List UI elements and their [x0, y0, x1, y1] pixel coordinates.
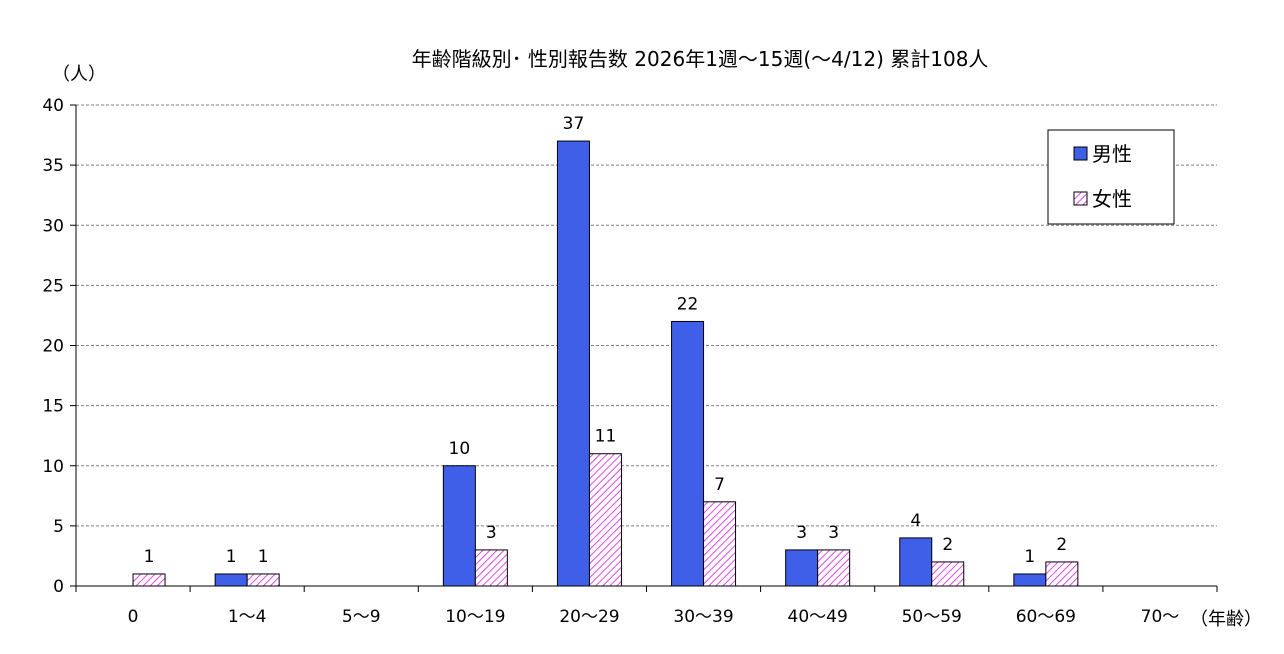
gridlines [76, 104, 1217, 527]
data-label: 22 [677, 294, 699, 314]
data-label: 1 [144, 547, 155, 567]
legend-box [1047, 129, 1175, 225]
x-tick-label: 10～19 [445, 607, 505, 627]
bar-male [556, 140, 590, 587]
data-label: 37 [563, 114, 585, 134]
data-label: 3 [486, 523, 497, 543]
bars [132, 140, 1079, 587]
legend-label: 女性 [1092, 187, 1132, 211]
bar-male [214, 573, 248, 587]
bar-male [1013, 573, 1047, 587]
x-axis-label: （年齢） [1190, 609, 1262, 630]
y-tick-label: 10 [42, 457, 64, 477]
x-tick-label: 1～4 [228, 607, 267, 627]
data-label: 3 [828, 523, 839, 543]
bar-male [899, 537, 933, 587]
y-tick-label: 25 [42, 276, 64, 296]
x-axis-ticks: 0 1～4 5～9 10～19 20～29 30～39 40～49 50～59 60～69 70～ [128, 607, 1180, 627]
data-label: 10 [449, 439, 471, 459]
x-tick-label: 60～69 [1016, 607, 1076, 627]
y-axis-label: （人） [52, 64, 106, 85]
bar-female [1045, 561, 1079, 587]
data-label: 1 [226, 547, 237, 567]
bar-male [785, 549, 819, 587]
y-tick-label: 20 [42, 337, 64, 357]
y-tick-label: 30 [42, 216, 64, 236]
y-tick-label: 35 [42, 156, 64, 176]
bar-female [703, 501, 737, 587]
y-tick-label: 15 [42, 397, 64, 417]
bar-female [588, 453, 622, 587]
axes [75, 105, 1218, 592]
bar-female [246, 573, 280, 587]
legend-label: 男性 [1092, 142, 1132, 166]
data-label: 1 [258, 547, 269, 567]
x-tick-label: 5～9 [342, 607, 381, 627]
data-label: 4 [910, 511, 921, 531]
legend-swatch-male [1073, 146, 1088, 161]
x-tick-label: 70～ [1141, 607, 1180, 627]
x-tick-label: 40～49 [788, 607, 848, 627]
legend-swatch-female [1073, 191, 1088, 206]
data-label: 2 [1056, 535, 1067, 555]
x-tick-label: 0 [128, 607, 139, 627]
bar-female [817, 549, 851, 587]
y-tick-label: 5 [53, 517, 64, 537]
bar-female [132, 573, 166, 587]
x-tick-label: 50～59 [902, 607, 962, 627]
data-label: 1 [1024, 547, 1035, 567]
chart-title: 年齢階級別･ 性別報告数 2026年1週～15週(～4/12) 累計108人 [412, 47, 989, 71]
data-label: 3 [796, 523, 807, 543]
bar-female [474, 549, 508, 587]
y-tick-label: 40 [42, 96, 64, 116]
x-tick-label: 20～29 [559, 607, 619, 627]
x-tick-label: 30～39 [673, 607, 733, 627]
bar-male [671, 320, 705, 587]
bar-female [931, 561, 965, 587]
data-label: 11 [595, 427, 617, 447]
data-label: 2 [942, 535, 953, 555]
y-axis-ticks: 0 5 10 15 20 25 30 35 40 [42, 96, 76, 597]
y-tick-label: 0 [53, 577, 64, 597]
bar-male [442, 465, 476, 587]
data-label: 7 [714, 475, 725, 495]
